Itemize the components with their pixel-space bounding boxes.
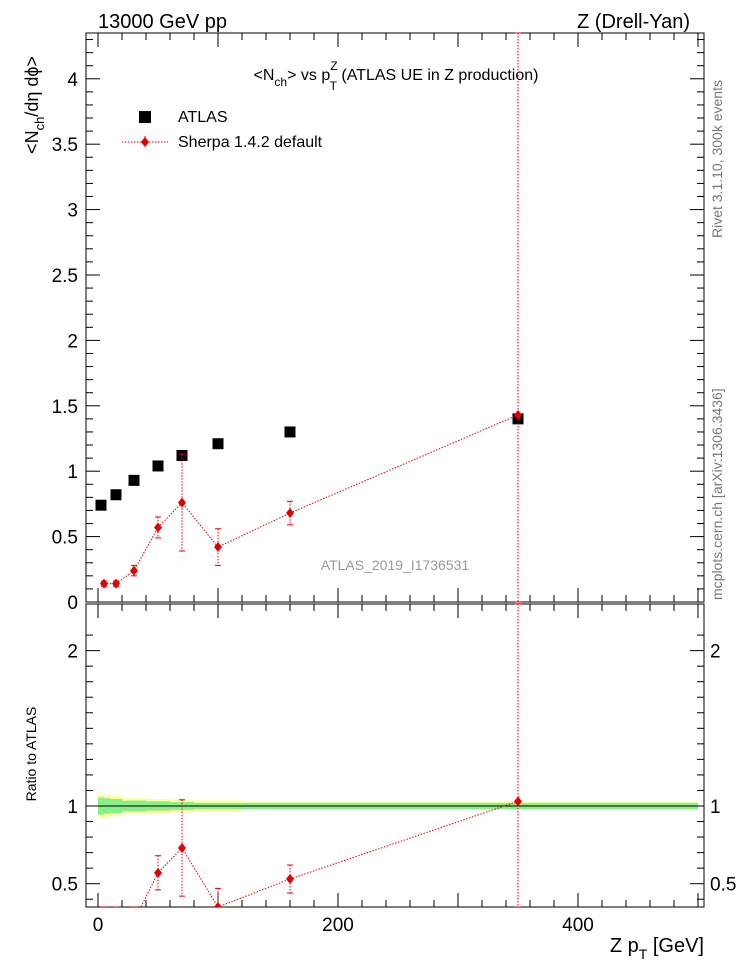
legend: ATLAS Sherpa 1.4.2 default [122, 109, 323, 151]
ratio-sherpa-line [140, 800, 519, 907]
legend-marker-sherpa [141, 137, 149, 147]
main-sherpa-point [130, 565, 138, 576]
process-label: Z (Drell-Yan) [577, 11, 690, 33]
ratio-y-tick-label-right: 2 [710, 642, 721, 663]
ratio-sherpa-point [286, 874, 294, 885]
ratio-sherpa-point [178, 842, 186, 853]
main-y-tick-label: 3 [67, 201, 78, 222]
atlas-point [110, 489, 122, 501]
ratio-sherpa-point [514, 796, 522, 807]
main-frame [85, 32, 705, 603]
main-sherpa-point [286, 508, 294, 519]
ratio-y-tick-label-right: 0.5 [710, 875, 736, 896]
ratio-y-tick-label: 2 [67, 642, 78, 663]
main-y-tick-label: 1 [67, 462, 78, 483]
ratio-y-tick-label: 1 [67, 797, 78, 818]
ratio-y-tick-label-right: 1 [710, 797, 721, 818]
x-tick-label: 400 [562, 915, 594, 936]
main-sherpa-point [112, 578, 120, 589]
main-sherpa-point [178, 497, 186, 508]
x-axis-label: Z pT [GeV] [610, 935, 704, 962]
main-y-tick-label: 4 [67, 70, 78, 91]
atlas-point [128, 474, 140, 486]
x-tick-label: 200 [322, 915, 354, 936]
ratio-frame [85, 603, 705, 908]
atlas-point [152, 460, 164, 472]
atlas-point [284, 426, 296, 438]
atlas-point [95, 499, 107, 511]
atlas-point [212, 438, 224, 450]
main-sherpa-point [100, 578, 108, 589]
rivet-version-label: Rivet 3.1.10, 300k events [709, 80, 725, 238]
mcplots-label: mcplots.cern.ch [arXiv:1306.3436] [709, 388, 725, 600]
ratio-sherpa-point [154, 867, 162, 878]
main-panel: 0 0.5 1 1.5 2 2.5 3 3.5 4 [52, 32, 705, 614]
ratio-y-tick-label: 0.5 [52, 875, 78, 896]
ratio-panel: 0 200 400 0.5 0.5 1 1 2 2 [52, 603, 736, 936]
legend-label-atlas: ATLAS [178, 109, 228, 126]
ratio-series-group [101, 604, 522, 907]
collision-label: 13000 GeV pp [98, 11, 227, 33]
main-plot-title: <Nch> vs pZ T (ATLAS UE in Z production) [254, 59, 539, 93]
main-sherpa-point [214, 542, 222, 553]
main-y-tick-label: 1.5 [52, 397, 78, 418]
x-tick-label: 0 [93, 915, 104, 936]
main-y-axis-label: <Nch/dη dϕ> [22, 56, 47, 154]
main-y-tick-label: 0.5 [52, 528, 78, 549]
ratio-sherpa-point [214, 902, 222, 907]
main-y-tick-label: 2.5 [52, 266, 78, 287]
analysis-watermark: ATLAS_2019_I1736531 [321, 557, 470, 573]
main-sherpa-point [154, 522, 162, 533]
legend-label-sherpa: Sherpa 1.4.2 default [178, 134, 323, 151]
main-y-tick-label: 2 [67, 331, 78, 352]
main-y-tick-label: 0 [67, 593, 78, 614]
legend-marker-atlas [139, 111, 151, 123]
main-y-tick-label: 3.5 [52, 135, 78, 156]
ratio-y-axis-label: Ratio to ATLAS [23, 707, 39, 802]
main-sherpa-point [514, 409, 522, 420]
